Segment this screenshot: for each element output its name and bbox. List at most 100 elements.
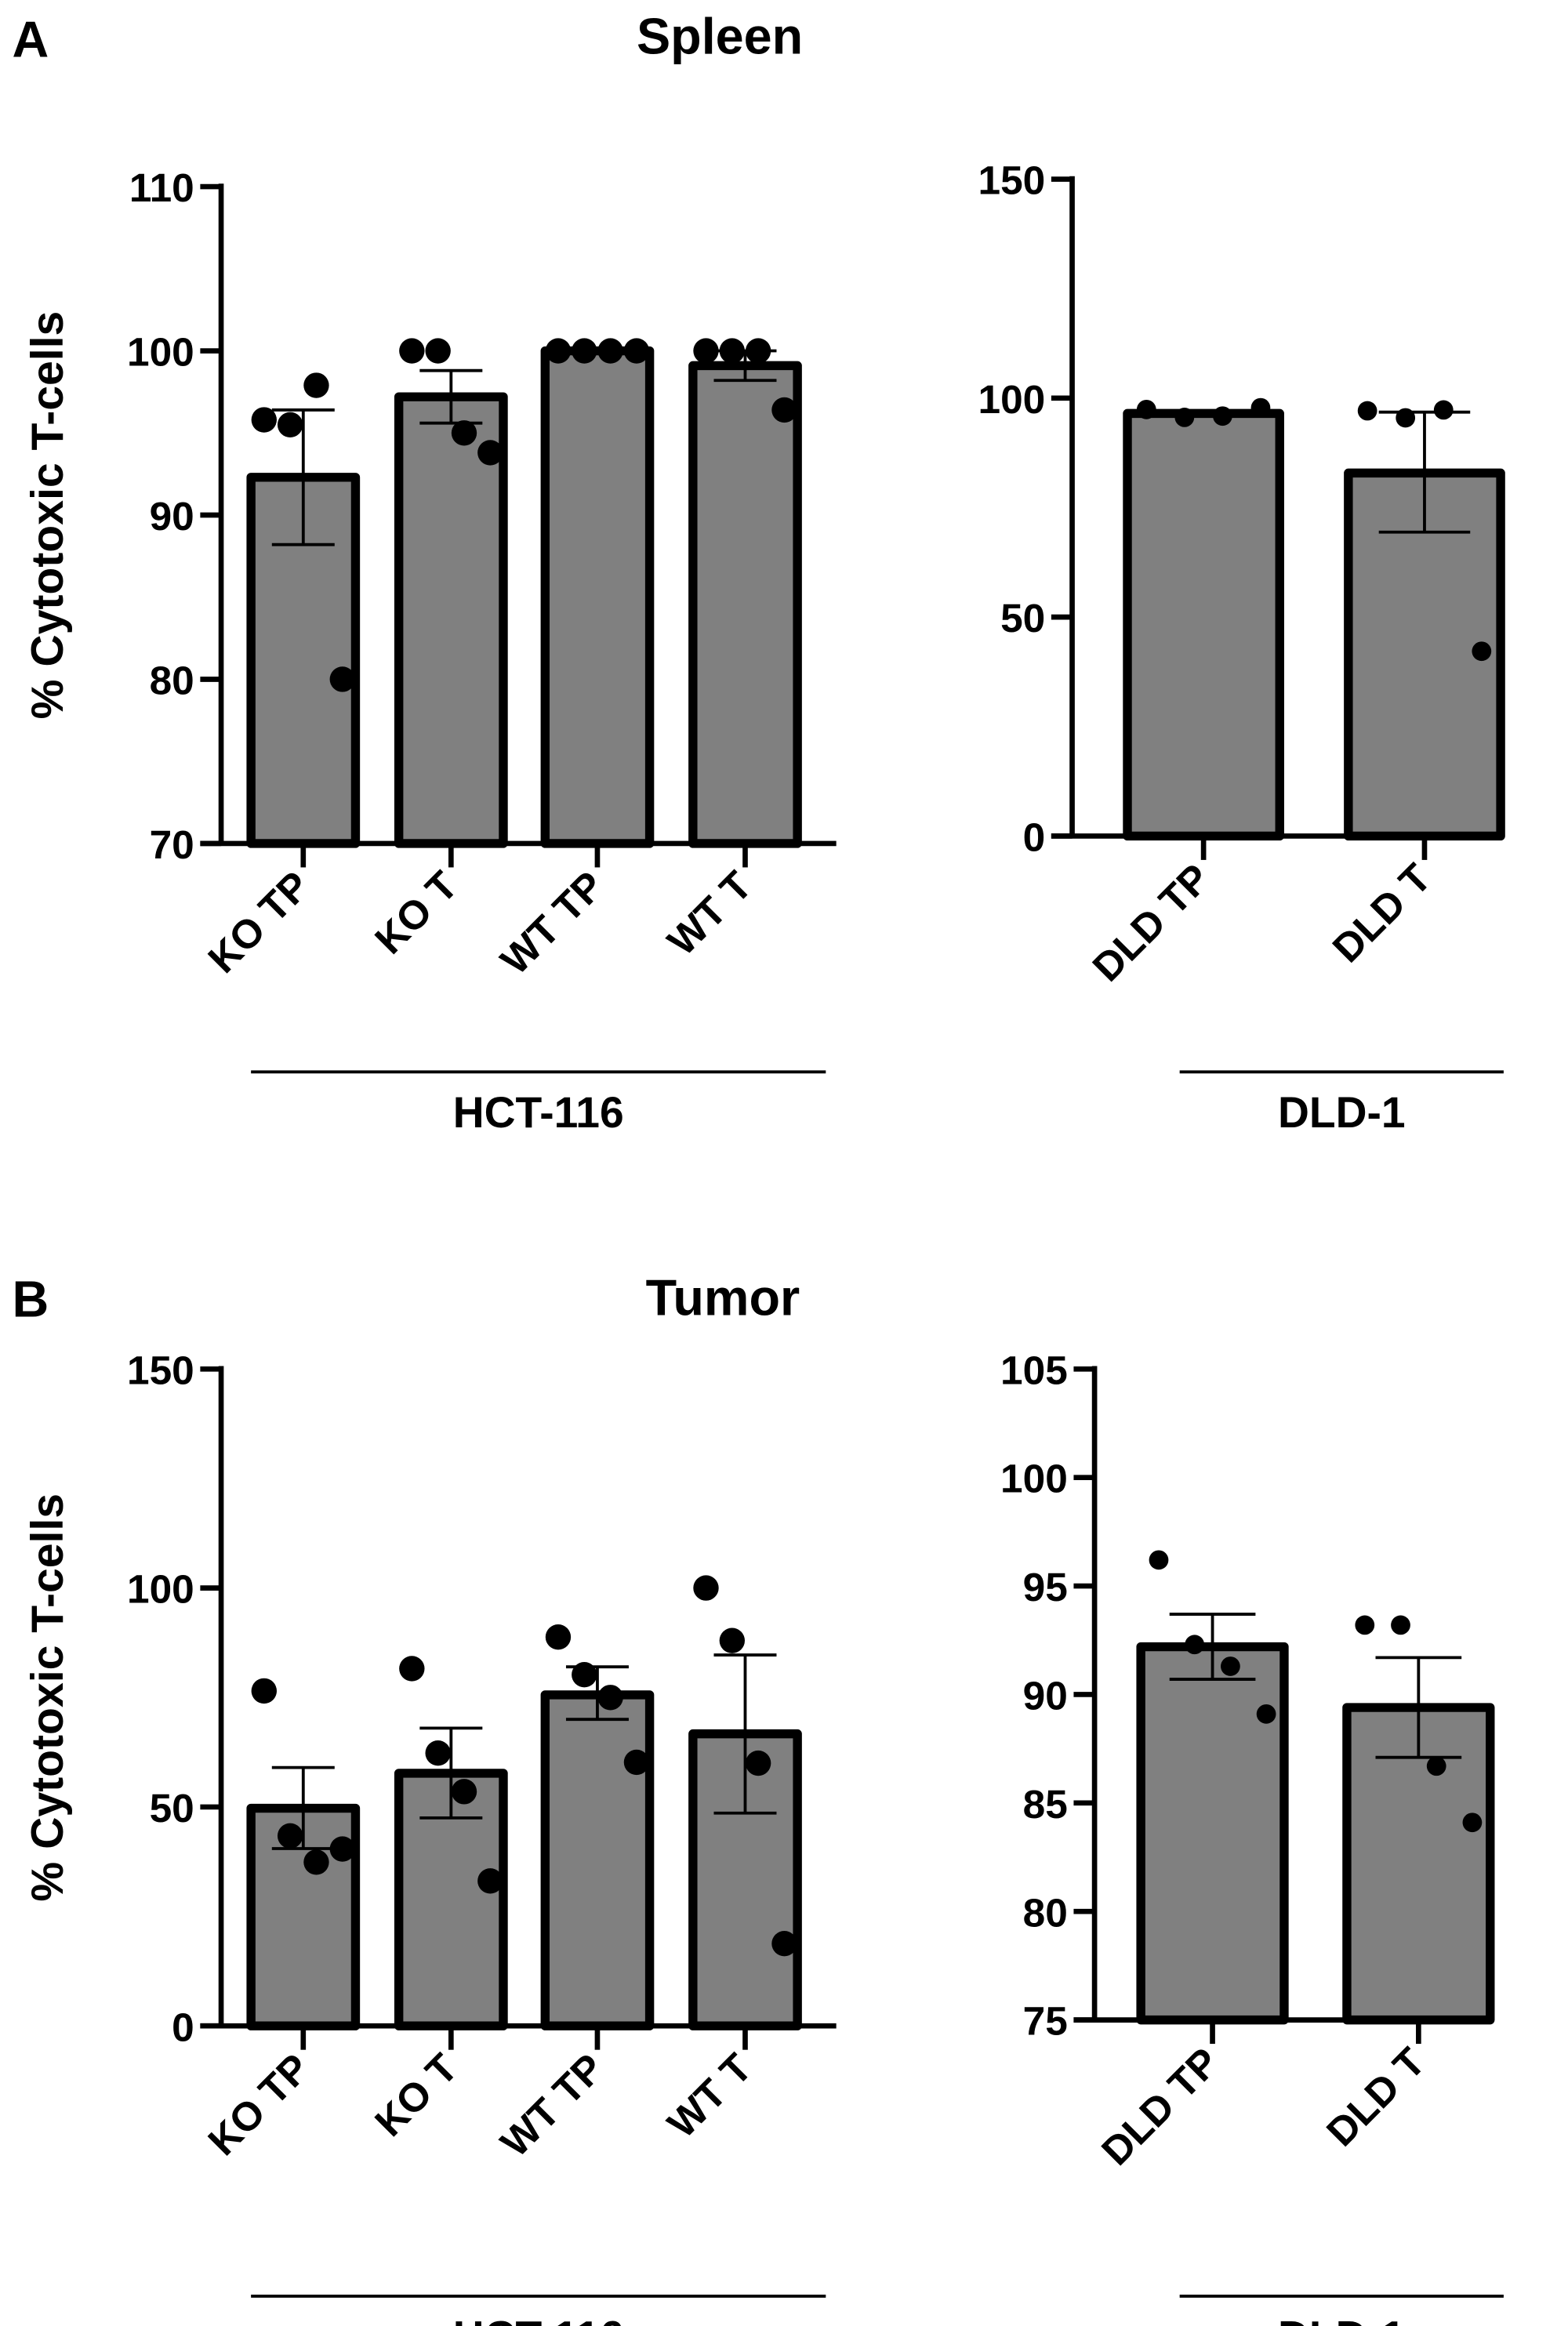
x-tick-label: DLD TP bbox=[1083, 855, 1218, 989]
x-tick-label: KO T bbox=[366, 2045, 466, 2145]
data-point bbox=[399, 1656, 425, 1682]
data-point bbox=[1213, 406, 1232, 426]
data-point bbox=[693, 1575, 719, 1601]
data-point bbox=[329, 1836, 355, 1862]
y-tick-label: 95 bbox=[1023, 1564, 1068, 1609]
data-point bbox=[572, 1662, 597, 1688]
data-point bbox=[1433, 400, 1454, 420]
data-point bbox=[477, 1868, 503, 1894]
data-point bbox=[303, 372, 329, 398]
chart-1: 0 50 100 150 DLD TP DLD T DLD-1 bbox=[978, 158, 1505, 1137]
data-point bbox=[1355, 1615, 1375, 1635]
data-point bbox=[1221, 1657, 1240, 1676]
x-tick-label: WT T bbox=[659, 2045, 760, 2146]
data-point bbox=[1149, 1550, 1169, 1570]
x-tick-label: DLD TP bbox=[1092, 2039, 1227, 2174]
data-point bbox=[329, 666, 355, 692]
data-point bbox=[451, 420, 477, 446]
bar-dld-tp bbox=[1123, 408, 1284, 841]
data-point bbox=[1250, 397, 1271, 418]
data-point bbox=[771, 397, 797, 423]
chart-3: 75 80 85 90 95 100 105 DLD TP DLD T DLD-1 bbox=[1000, 1347, 1504, 2326]
data-point bbox=[597, 1685, 623, 1711]
data-point bbox=[545, 1624, 572, 1650]
y-tick-label: 0 bbox=[1023, 814, 1046, 859]
data-point bbox=[771, 1931, 797, 1957]
bar-dld-tp bbox=[1136, 1642, 1289, 2025]
data-point bbox=[277, 412, 303, 437]
y-tick-label: 150 bbox=[127, 1347, 194, 1392]
y-tick-label: 90 bbox=[150, 493, 194, 539]
y-tick-label: 150 bbox=[978, 158, 1045, 203]
bar-wt-tp bbox=[540, 346, 655, 848]
chart-2: 0 50 100 150 KO TP KO T WT TP WT T % Cytotoxic T… bbox=[23, 1347, 837, 2326]
data-point bbox=[1174, 408, 1195, 427]
bar-wt-t bbox=[688, 361, 802, 848]
data-point bbox=[425, 1740, 451, 1766]
data-point bbox=[425, 338, 451, 364]
group-label: DLD-1 bbox=[1278, 1088, 1406, 1137]
data-point bbox=[1396, 408, 1416, 428]
x-tick-label: WT TP bbox=[492, 862, 612, 983]
y-tick-label: 100 bbox=[127, 1566, 194, 1612]
bar-wt-tp bbox=[540, 1690, 655, 2030]
y-tick-label: 75 bbox=[1023, 1998, 1068, 2044]
group-label: DLD-1 bbox=[1278, 2312, 1406, 2326]
data-point bbox=[745, 338, 771, 364]
y-tick-label: 100 bbox=[1000, 1456, 1068, 1501]
data-point bbox=[719, 338, 746, 364]
y-tick-label: 50 bbox=[1000, 595, 1045, 640]
data-point bbox=[1472, 641, 1492, 662]
data-point bbox=[303, 1849, 329, 1875]
data-point bbox=[277, 1823, 303, 1849]
y-axis-label: % Cytotoxic T-cells bbox=[23, 1493, 73, 1902]
y-tick-label: 50 bbox=[150, 1785, 194, 1831]
data-point bbox=[477, 440, 503, 466]
data-point bbox=[745, 1750, 771, 1776]
data-point bbox=[1256, 1704, 1276, 1724]
data-point bbox=[1462, 1813, 1483, 1833]
y-tick-label: 85 bbox=[1023, 1781, 1068, 1827]
panel-letter-b: B bbox=[12, 1271, 49, 1328]
data-point bbox=[623, 1749, 650, 1776]
data-point bbox=[251, 1678, 277, 1704]
data-point bbox=[572, 338, 597, 364]
data-point bbox=[545, 338, 572, 364]
y-tick-label: 100 bbox=[978, 376, 1045, 422]
x-tick-label: WT T bbox=[659, 862, 760, 964]
group-label: HCT-116 bbox=[453, 2312, 624, 2326]
x-tick-label: DLD T bbox=[1318, 2039, 1434, 2155]
y-axis-label: % Cytotoxic T-cells bbox=[23, 311, 73, 720]
y-tick-label: 80 bbox=[150, 658, 194, 703]
panel-title-tumor: Tumor bbox=[646, 1269, 800, 1326]
y-tick-label: 110 bbox=[129, 165, 194, 210]
x-tick-label: DLD T bbox=[1323, 855, 1439, 971]
y-tick-label: 70 bbox=[150, 822, 194, 867]
data-point bbox=[251, 407, 277, 433]
panel-title-spleen: Spleen bbox=[637, 8, 803, 65]
y-tick-label: 80 bbox=[1023, 1889, 1068, 1935]
group-label: HCT-116 bbox=[453, 1088, 624, 1137]
panel-letter-a: A bbox=[12, 10, 49, 67]
data-point bbox=[623, 338, 650, 364]
y-tick-label: 90 bbox=[1023, 1672, 1068, 1718]
data-point bbox=[451, 1779, 477, 1805]
y-tick-label: 105 bbox=[1000, 1347, 1068, 1392]
x-tick-label: KO TP bbox=[199, 2045, 318, 2164]
y-tick-label: 0 bbox=[172, 2004, 194, 2049]
data-point bbox=[693, 338, 719, 364]
chart-0: 70 80 90 100 110 KO TP KO T WT TP WT T % Cytotoxi… bbox=[23, 165, 837, 1137]
x-tick-label: WT TP bbox=[492, 2045, 612, 2165]
y-tick-label: 100 bbox=[127, 329, 194, 375]
data-point bbox=[1136, 399, 1156, 419]
data-point bbox=[1357, 401, 1377, 421]
data-point bbox=[597, 338, 623, 364]
x-tick-label: KO TP bbox=[199, 862, 318, 982]
data-point bbox=[399, 338, 425, 364]
data-point bbox=[1426, 1756, 1446, 1776]
data-point bbox=[1391, 1615, 1410, 1635]
data-point bbox=[1185, 1635, 1205, 1655]
data-point bbox=[719, 1627, 746, 1653]
x-tick-label: KO T bbox=[366, 862, 466, 963]
